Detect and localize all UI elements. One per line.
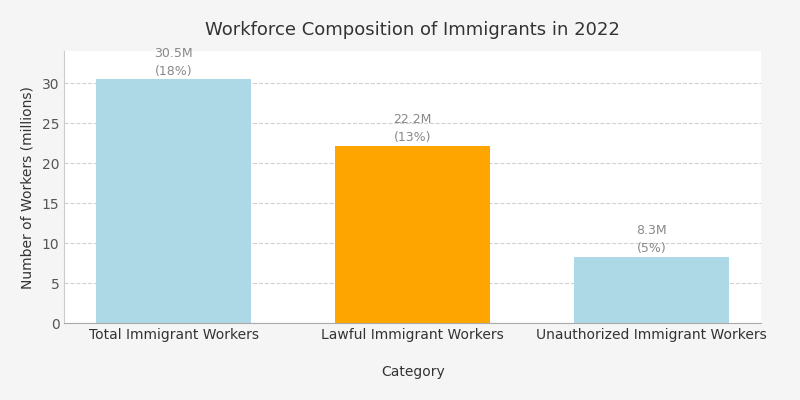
Bar (96, 80, 251, 323)
Bar (335, 146, 490, 323)
X-axis label: Category: Category (381, 365, 445, 379)
Text: 8.3M
(5%): 8.3M (5%) (637, 224, 667, 255)
Y-axis label: Number of Workers (millions): Number of Workers (millions) (21, 86, 35, 289)
Bar (574, 257, 730, 323)
Title: Workforce Composition of Immigrants in 2022: Workforce Composition of Immigrants in 2… (206, 21, 620, 39)
Text: 30.5M
(18%): 30.5M (18%) (154, 47, 193, 78)
Text: 22.2M
(13%): 22.2M (13%) (394, 113, 432, 144)
